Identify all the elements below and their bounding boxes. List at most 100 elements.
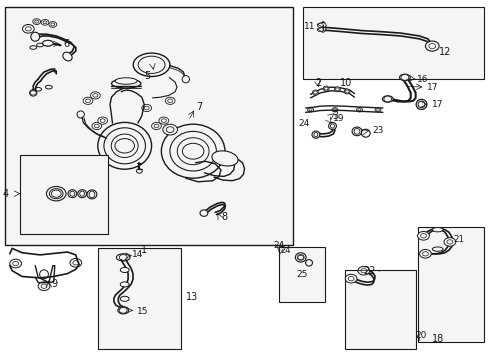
Ellipse shape	[138, 56, 164, 73]
Ellipse shape	[177, 138, 208, 165]
Circle shape	[425, 41, 438, 51]
Ellipse shape	[104, 128, 145, 164]
Ellipse shape	[211, 151, 238, 166]
Bar	[278, 247, 325, 302]
Ellipse shape	[323, 86, 328, 91]
Circle shape	[356, 108, 362, 112]
Text: 24: 24	[272, 241, 284, 250]
Ellipse shape	[115, 78, 137, 84]
Circle shape	[419, 249, 430, 258]
Ellipse shape	[63, 52, 72, 61]
Ellipse shape	[37, 43, 43, 47]
Circle shape	[333, 109, 336, 111]
Circle shape	[90, 92, 100, 99]
Circle shape	[345, 274, 356, 283]
Circle shape	[317, 23, 323, 27]
Circle shape	[35, 20, 39, 23]
Ellipse shape	[431, 228, 442, 232]
Text: 14: 14	[132, 251, 143, 259]
Ellipse shape	[328, 122, 336, 130]
Ellipse shape	[31, 32, 40, 41]
Text: 20: 20	[415, 331, 426, 340]
Circle shape	[49, 22, 57, 27]
Circle shape	[44, 40, 52, 46]
Text: 11: 11	[304, 22, 315, 31]
Circle shape	[25, 27, 31, 31]
Ellipse shape	[40, 270, 48, 279]
Circle shape	[335, 88, 339, 91]
Circle shape	[376, 109, 379, 111]
Ellipse shape	[311, 131, 319, 138]
Circle shape	[345, 90, 348, 93]
Text: 13: 13	[185, 292, 198, 302]
Text: 23: 23	[372, 126, 383, 135]
Ellipse shape	[170, 131, 216, 171]
Circle shape	[144, 106, 149, 110]
Text: 18: 18	[430, 334, 443, 344]
Bar	[5, 7, 293, 245]
Text: 15: 15	[137, 307, 148, 316]
Circle shape	[51, 190, 61, 197]
Circle shape	[33, 19, 41, 24]
Ellipse shape	[312, 90, 318, 95]
Bar	[417, 227, 483, 342]
Circle shape	[422, 252, 427, 256]
Ellipse shape	[417, 101, 424, 108]
Circle shape	[73, 261, 79, 265]
Circle shape	[13, 261, 19, 266]
Text: 22: 22	[362, 266, 375, 276]
Circle shape	[446, 240, 452, 244]
Circle shape	[331, 108, 337, 112]
Circle shape	[94, 124, 99, 128]
Circle shape	[38, 282, 50, 291]
Text: 12: 12	[438, 47, 450, 57]
Circle shape	[317, 27, 323, 32]
Ellipse shape	[116, 254, 130, 261]
Ellipse shape	[35, 87, 41, 91]
Ellipse shape	[70, 191, 75, 196]
Ellipse shape	[111, 79, 141, 88]
Ellipse shape	[98, 122, 151, 169]
Circle shape	[417, 231, 428, 240]
Text: 19: 19	[332, 113, 344, 122]
Circle shape	[167, 99, 172, 103]
Circle shape	[142, 104, 151, 112]
Circle shape	[443, 238, 455, 246]
Ellipse shape	[89, 191, 95, 198]
Circle shape	[357, 109, 360, 111]
Ellipse shape	[136, 169, 142, 173]
Circle shape	[93, 94, 98, 97]
Ellipse shape	[29, 90, 37, 96]
Circle shape	[313, 91, 317, 94]
Circle shape	[92, 122, 102, 130]
Text: 24: 24	[298, 118, 309, 127]
Ellipse shape	[46, 186, 66, 201]
Circle shape	[357, 266, 369, 275]
Circle shape	[347, 276, 353, 281]
Text: 7: 7	[196, 102, 203, 112]
Text: 8: 8	[221, 212, 227, 222]
Circle shape	[41, 284, 47, 288]
Ellipse shape	[295, 253, 305, 262]
Circle shape	[165, 97, 175, 104]
Circle shape	[119, 307, 127, 313]
Ellipse shape	[87, 190, 97, 199]
Text: 5: 5	[144, 71, 150, 81]
Ellipse shape	[297, 255, 304, 260]
Circle shape	[319, 23, 325, 28]
Ellipse shape	[305, 260, 312, 266]
Circle shape	[360, 269, 366, 273]
Text: 21: 21	[453, 235, 464, 244]
Circle shape	[319, 27, 325, 32]
Ellipse shape	[133, 53, 170, 77]
Text: 16: 16	[416, 76, 427, 85]
Ellipse shape	[77, 111, 84, 118]
Circle shape	[400, 75, 408, 80]
Circle shape	[308, 109, 311, 111]
Text: 6: 6	[63, 39, 70, 49]
Text: 1: 1	[141, 245, 147, 255]
Text: 17: 17	[431, 100, 443, 109]
Ellipse shape	[351, 127, 361, 136]
Bar	[344, 270, 415, 349]
Circle shape	[100, 119, 105, 122]
